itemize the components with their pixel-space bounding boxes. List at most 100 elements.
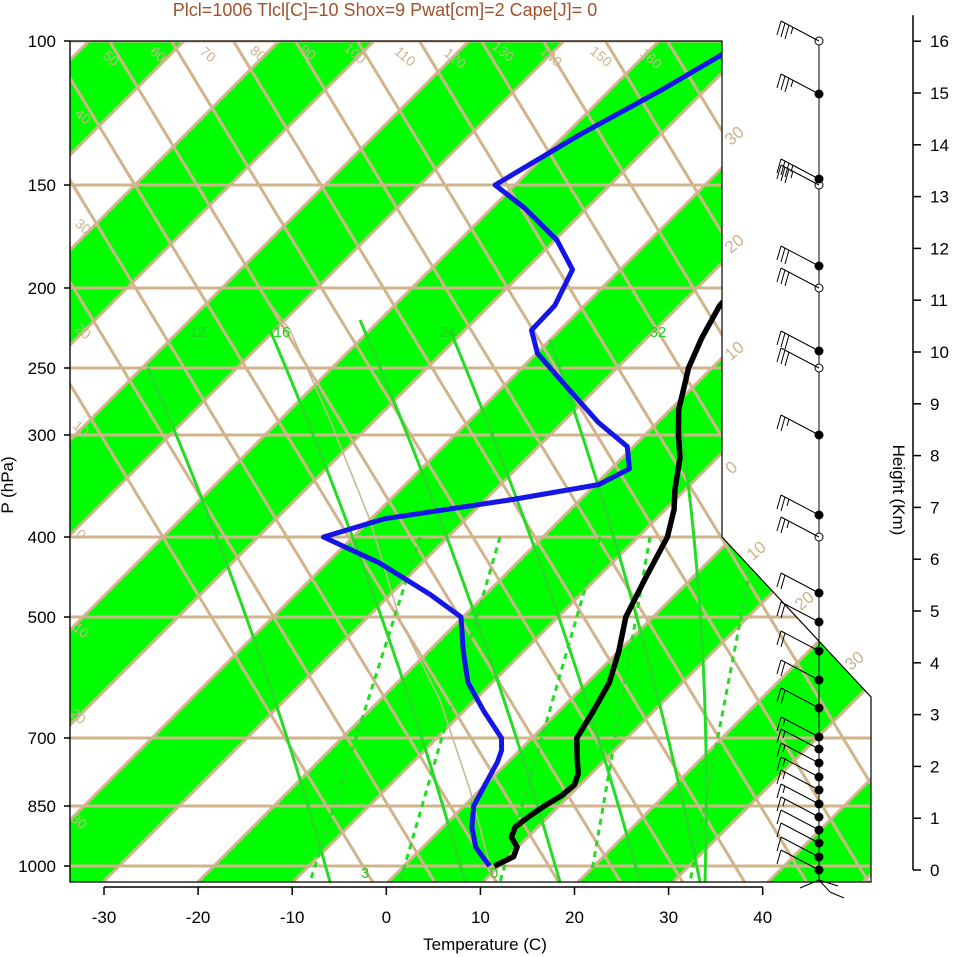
mixing-ratio-line <box>448 329 642 882</box>
green-band <box>70 41 475 882</box>
isotherm-line <box>70 41 287 882</box>
wind-barb <box>780 756 820 778</box>
wind-barb-feather <box>776 836 782 852</box>
thetae-label: 0 <box>722 457 741 478</box>
wind-barb-feather <box>776 245 782 261</box>
pressure-tick-label: 700 <box>28 729 56 748</box>
wind-barb-feather <box>776 769 782 785</box>
wind-barb-feather <box>776 659 782 675</box>
moist-adiabat-label: 3 <box>361 865 369 882</box>
pressure-tick-label: 250 <box>28 359 56 378</box>
pressure-tick-label: 500 <box>28 608 56 627</box>
dry-adiabat-line <box>70 41 608 882</box>
wind-barb-feather <box>780 22 786 38</box>
wind-barb-half <box>782 758 786 767</box>
wind-barb-feather <box>776 756 782 772</box>
wind-barb-feather <box>776 849 782 865</box>
wind-barb <box>780 414 820 436</box>
height-axis-label: Height (Km) <box>889 445 908 536</box>
wind-barb <box>780 158 820 180</box>
wind-barb <box>780 267 820 289</box>
mixing-ratio-line <box>548 339 702 882</box>
wind-barb-feather <box>776 347 782 363</box>
mixing-ratio-label: 24 <box>440 324 457 341</box>
height-tick-label: 4 <box>930 654 939 673</box>
parcel-trace <box>257 287 491 867</box>
temperature-axis: -30 -20 -10 0 10 20 30 40 <box>92 886 772 927</box>
isotherm-line <box>70 41 762 882</box>
height-tick-label: 0 <box>930 861 939 880</box>
moist-adiabat-line <box>308 536 422 882</box>
wind-barb <box>780 742 820 764</box>
wind-barb-feather <box>780 416 786 432</box>
dry-adiabat-line <box>70 41 484 882</box>
wind-barb-feather <box>776 809 782 825</box>
mixing-ratio-line <box>146 367 332 882</box>
dry-adiabat-line <box>70 41 422 882</box>
isotherm-line <box>70 41 382 882</box>
height-tick-label: 16 <box>930 32 949 51</box>
wind-barb-feather <box>776 20 782 36</box>
wind-barb-feather <box>776 728 782 744</box>
height-tick-label: 14 <box>930 136 949 155</box>
wind-barb-feather <box>784 77 790 93</box>
thetae-label: 20 <box>791 587 818 614</box>
wind-barb-feather <box>780 661 786 677</box>
temperature-tick-label: 0 <box>382 908 391 927</box>
mixing-ratio-lines <box>146 319 752 882</box>
parcel-line <box>257 287 491 867</box>
wind-barb <box>780 73 820 95</box>
chart-title: Plcl=1006 Tlcl[C]=10 Shox=9 Pwat[cm]=2 C… <box>173 0 597 20</box>
wind-barb <box>780 849 820 871</box>
wind-barb-feather <box>776 822 782 838</box>
dry-adiabat-line <box>108 41 732 882</box>
height-tick-label: 12 <box>930 239 949 258</box>
thetae-label: 30 <box>721 122 748 149</box>
wind-barb <box>780 836 820 858</box>
wind-barb <box>780 572 820 594</box>
dewpoint-end-label: 0 <box>490 865 498 882</box>
dry-adiabat-line <box>356 41 871 882</box>
temperature-tick-label: 10 <box>471 908 490 927</box>
isotherm-line <box>403 41 871 882</box>
height-tick-label: 13 <box>930 188 949 207</box>
height-tick-label: 15 <box>930 84 949 103</box>
wind-barb-feather <box>776 267 782 283</box>
pressure-tick-label: 850 <box>28 797 56 816</box>
wind-barb <box>780 716 820 738</box>
wind-barb <box>780 330 820 352</box>
green-band <box>500 41 871 882</box>
mixing-ratio-line <box>268 329 467 882</box>
wind-barb-half <box>786 498 790 507</box>
mixing-ratio-label: 12 <box>190 324 207 341</box>
temperature-tick-label: -30 <box>92 908 117 927</box>
wind-barb-feather <box>780 332 786 348</box>
dewpoint-line <box>321 41 747 868</box>
thetae-label: 20 <box>721 230 748 257</box>
pressure-tick-label: 100 <box>28 32 56 51</box>
wind-barb-half <box>782 730 786 739</box>
mixing-ratio-line <box>358 319 562 882</box>
height-tick-label: 7 <box>930 498 939 517</box>
wind-barb-feather <box>784 351 790 367</box>
dry-adiabat-line <box>604 41 871 882</box>
wind-barb <box>780 822 820 844</box>
height-tick-label: 8 <box>930 447 939 466</box>
wind-barb-feather <box>776 716 782 732</box>
green-band <box>70 41 665 882</box>
dry-adiabat-line <box>232 41 856 882</box>
wind-barb-feather <box>780 574 786 590</box>
wind-barb <box>780 494 820 516</box>
isotherm-line <box>70 41 871 882</box>
wind-barb <box>780 809 820 831</box>
wind-barb-half <box>790 79 794 88</box>
wind-barb <box>780 796 820 818</box>
height-tick-label: 2 <box>930 757 939 776</box>
wind-barb-feather <box>776 516 782 532</box>
height-tick-label: 1 <box>930 809 939 828</box>
wind-barb-feather <box>776 414 782 430</box>
wind-barb-feather <box>776 630 782 646</box>
wind-barb-half <box>782 718 786 727</box>
wind-barb-feather <box>780 632 786 648</box>
